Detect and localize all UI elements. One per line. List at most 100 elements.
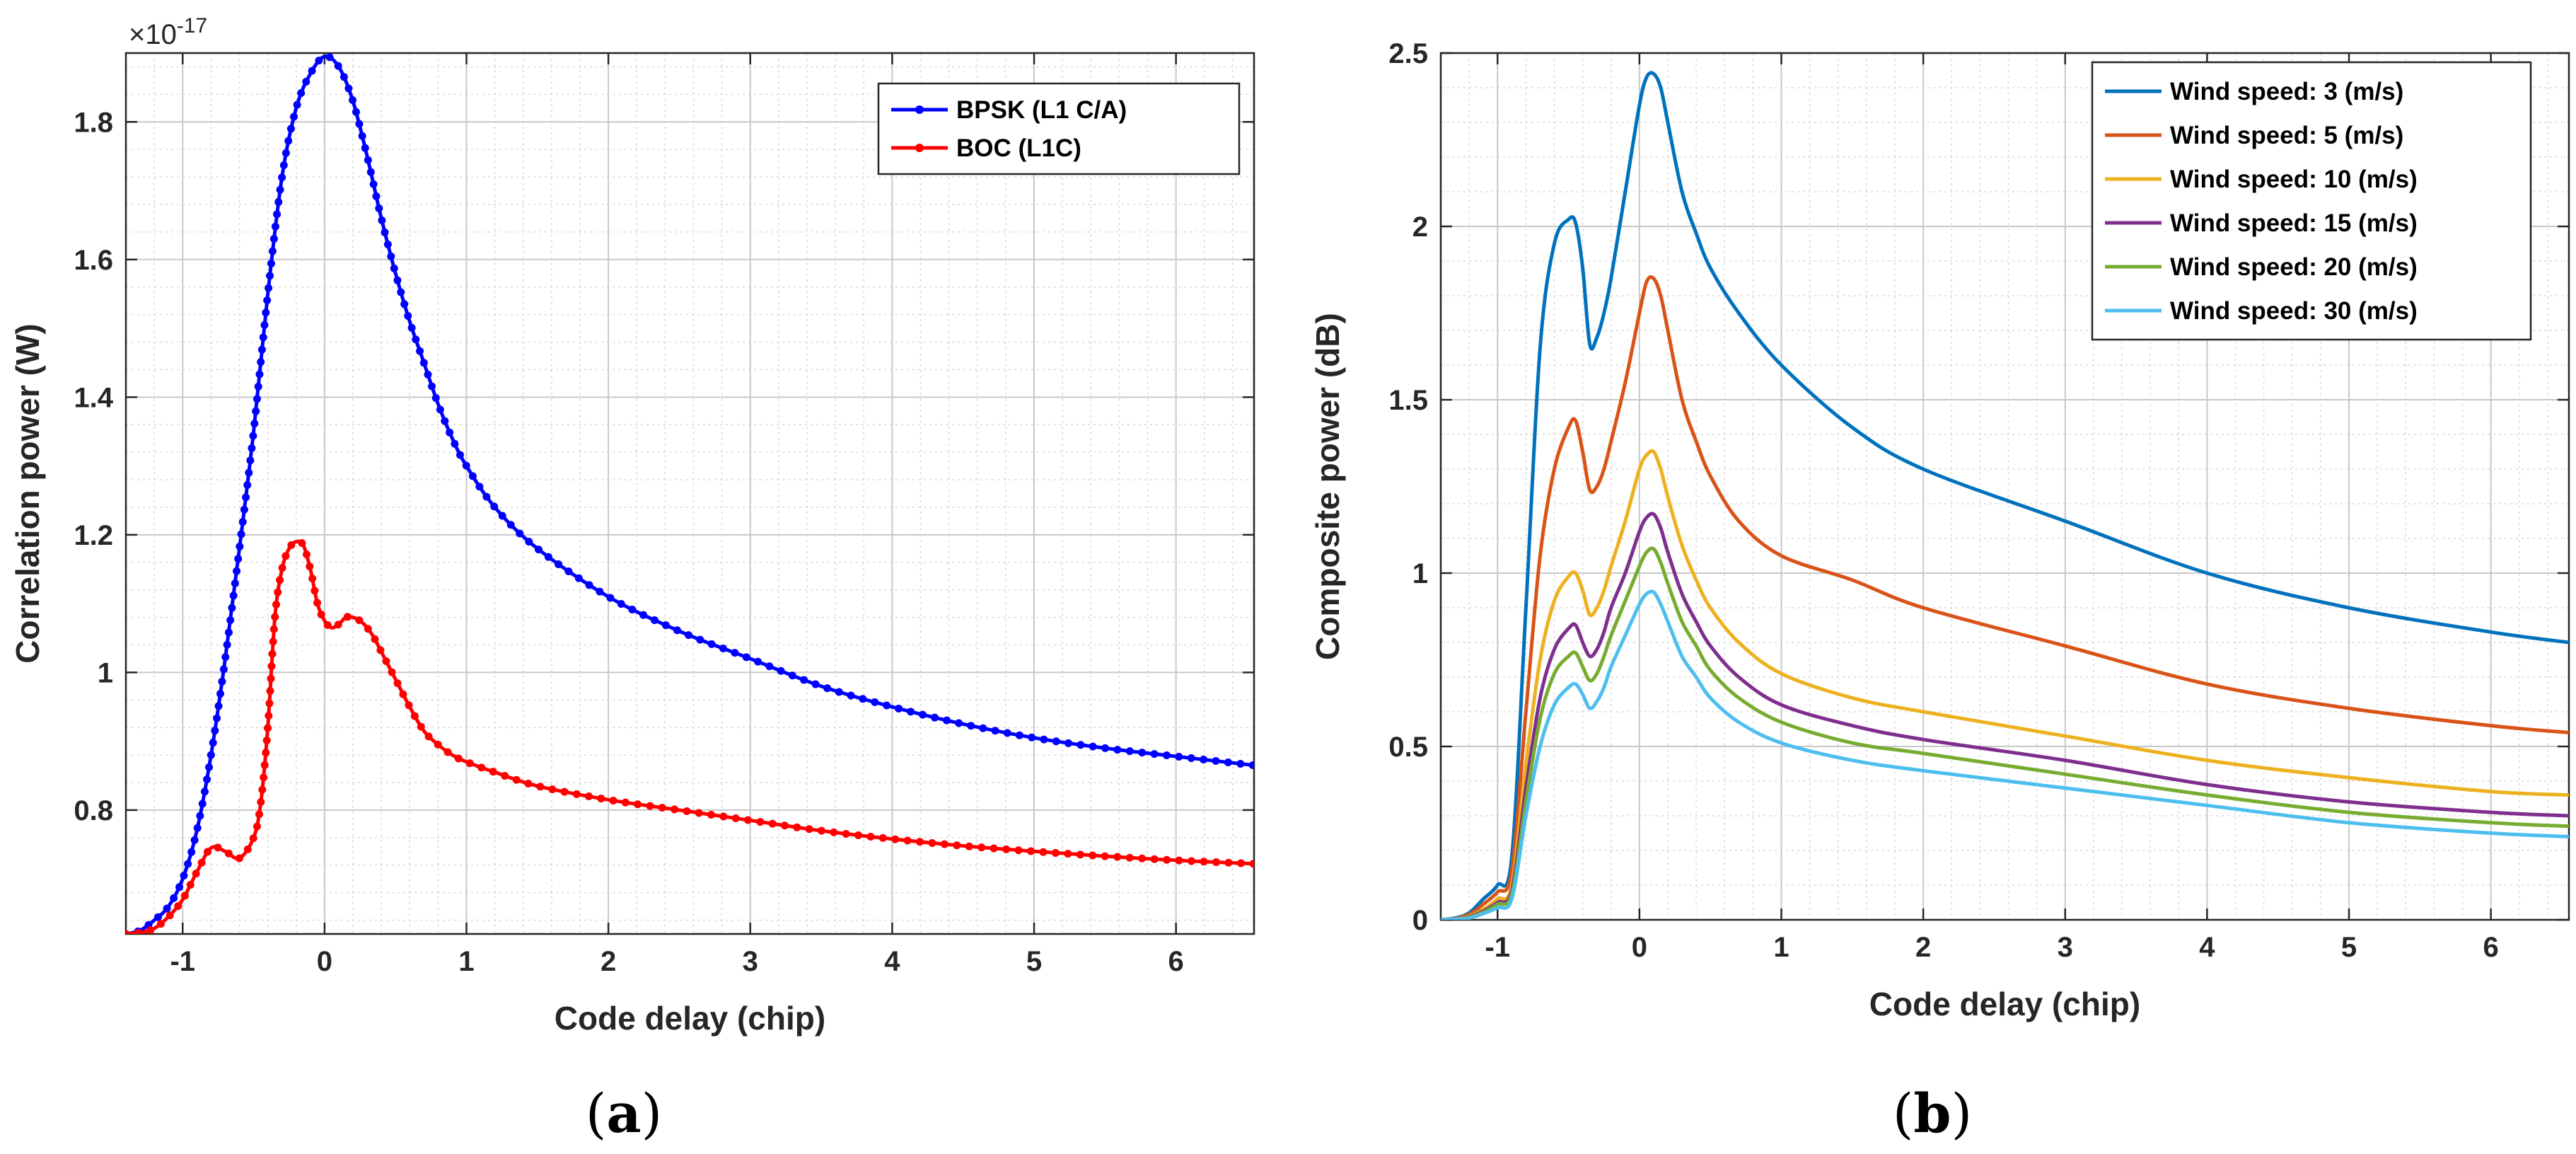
panel-a-series-boc-l1c-marker <box>266 687 274 696</box>
panel-a-series-bpsk-l1-c-a-marker <box>416 347 424 355</box>
panel-a-x-tick-label: 5 <box>1026 946 1042 977</box>
panel-a-series-bpsk-l1-c-a-marker <box>364 156 372 164</box>
panel-a-series-boc-l1c-marker <box>903 836 912 845</box>
panel-a-series-bpsk-l1-c-a-marker <box>190 836 199 844</box>
panel-a-series-boc-l1c-marker <box>274 588 282 596</box>
panel-a-y-tick-label: 1.6 <box>74 245 113 276</box>
panel-a-series-bpsk-l1-c-a-marker <box>358 132 366 140</box>
panel-a-series-bpsk-l1-c-a-marker <box>475 483 484 491</box>
panel-a-series-bpsk-l1-c-a-marker <box>163 904 171 913</box>
panel-a-series-bpsk-l1-c-a-marker <box>468 472 477 480</box>
panel-a-series-bpsk-l1-c-a-marker <box>255 370 264 379</box>
panel-a-series-boc-l1c-marker <box>842 829 850 838</box>
panel-a-series-boc-l1c-marker <box>536 783 545 791</box>
panel-a-series-boc-l1c-marker <box>560 787 569 796</box>
panel-a-series-bpsk-l1-c-a-marker <box>216 690 225 698</box>
panel-a-series-boc-l1c-marker <box>548 785 557 794</box>
panel-a-series-bpsk-l1-c-a-marker <box>742 653 750 662</box>
panel-a-series-bpsk-l1-c-a-marker <box>290 112 298 121</box>
panel-a-series-bpsk-l1-c-a-marker <box>719 645 727 653</box>
panel-a-series-bpsk-l1-c-a-marker <box>516 529 524 538</box>
panel-a-series-bpsk-l1-c-a-marker <box>754 657 762 666</box>
panel-a-series-bpsk-l1-c-a-marker <box>1040 735 1048 744</box>
panel-a-series-bpsk-l1-c-a-marker <box>490 502 499 511</box>
panel-a-series-bpsk-l1-c-a-marker <box>245 468 253 477</box>
panel-a-series-bpsk-l1-c-a-marker <box>639 611 648 619</box>
panel-a-series-boc-l1c-marker <box>417 722 425 731</box>
panel-a-series-bpsk-l1-c-a-marker <box>661 621 670 630</box>
panel-a-series-boc-l1c-marker <box>1224 858 1233 867</box>
panel-a-series-boc-l1c-marker <box>192 870 200 878</box>
panel-a-series-boc-l1c-marker <box>1076 850 1084 859</box>
panel-a-series-boc-l1c-marker <box>1051 848 1060 857</box>
panel-a-series-boc-l1c-marker <box>501 771 509 780</box>
panel-b-x-tick-label: 0 <box>1632 932 1647 963</box>
panel-a-series-boc-l1c-marker <box>695 809 703 817</box>
panel-a-y-tick-label: 1.8 <box>74 107 113 138</box>
panel-a-series-boc-l1c-marker <box>584 792 593 801</box>
panel-a-series-boc-l1c-marker <box>489 768 497 776</box>
panel-a-series-bpsk-l1-c-a-marker <box>765 662 774 671</box>
panel-a-series-boc-l1c-marker <box>756 818 765 826</box>
panel-a-series-boc-l1c-marker <box>262 749 270 757</box>
panel-a-series-bpsk-l1-c-a-marker <box>628 606 637 614</box>
panel-a-series-bpsk-l1-c-a-marker <box>170 894 178 902</box>
panel-b-legend-box <box>2091 61 2532 341</box>
panel-a-series-bpsk-l1-c-a-marker <box>673 626 681 635</box>
panel-a-chart: -1 0 1 2 3 4 5 6 0.8 1 1.2 1.4 1.6 1.8 ×10-17 Code dela… <box>9 14 1255 1145</box>
panel-a-series-boc-l1c-marker <box>405 701 413 710</box>
panel-a-series-bpsk-l1-c-a-marker <box>355 120 364 128</box>
panel-a-series-bpsk-l1-c-a-marker <box>696 635 704 644</box>
panel-a-series-bpsk-l1-c-a-marker <box>1248 761 1254 769</box>
panel-a-y-exponent-base: ×10 <box>129 19 177 50</box>
panel-a-series-bpsk-l1-c-a-marker <box>265 284 273 292</box>
panel-a-series-bpsk-l1-c-a-marker <box>187 848 196 856</box>
panel-a-series-bpsk-l1-c-a-marker <box>431 394 440 403</box>
panel-a-legend: BPSK (L1 C/A) BOC (L1C) <box>877 82 1241 175</box>
panel-a-series-boc-l1c-marker <box>707 810 716 819</box>
panel-a-series-bpsk-l1-c-a-marker <box>243 481 252 490</box>
panel-a-series-bpsk-l1-c-a-marker <box>279 161 288 170</box>
panel-a-series-boc-l1c-marker <box>454 754 463 763</box>
panel-a-series-boc-l1c-marker <box>477 763 486 772</box>
panel-a-series-bpsk-l1-c-a-marker <box>525 538 533 546</box>
panel-a-series-bpsk-l1-c-a-marker <box>397 288 405 296</box>
panel-a-series-boc-l1c-marker <box>134 928 142 934</box>
panel-a-series-bpsk-l1-c-a-marker <box>278 173 286 182</box>
panel-a-series-bpsk-l1-c-a-marker <box>574 574 583 582</box>
panel-a-series-boc-l1c-marker <box>311 587 319 595</box>
panel-a-series-bpsk-l1-c-a-marker <box>943 716 951 725</box>
panel-a-series-bpsk-l1-c-a-marker <box>424 370 432 379</box>
panel-b-legend-item-0-label: Wind speed: 3 (m/s) <box>2170 78 2403 105</box>
panel-a-legend-item-1: BOC (L1C) <box>891 134 1081 162</box>
panel-a-series-bpsk-l1-c-a-marker <box>203 775 211 784</box>
panel-a-series-bpsk-l1-c-a-marker <box>175 883 184 892</box>
panel-a-x-axis-label: Code delay (chip) <box>555 1000 825 1037</box>
panel-a-series-boc-l1c-marker <box>465 759 474 768</box>
panel-b-y-tick-label: 1.5 <box>1388 385 1428 416</box>
panel-a-series-bpsk-l1-c-a-marker <box>462 461 470 470</box>
panel-a-series-boc-l1c-marker <box>434 740 442 749</box>
panel-a-series-bpsk-l1-c-a-marker <box>393 276 402 284</box>
panel-a-series-boc-l1c-marker <box>634 800 642 809</box>
panel-a-series-bpsk-l1-c-a-marker <box>252 407 260 415</box>
panel-a-series-bpsk-l1-c-a-marker <box>918 710 927 719</box>
panel-a-series-boc-l1c-marker <box>1014 846 1023 855</box>
panel-a-series-boc-l1c-marker <box>1138 854 1147 862</box>
panel-a-series-bpsk-l1-c-a-marker <box>315 57 323 65</box>
panel-b-x-tick-label: 1 <box>1773 932 1789 963</box>
panel-a-series-bpsk-l1-c-a-marker <box>229 592 238 600</box>
panel-a-series-bpsk-l1-c-a-marker <box>1212 757 1220 766</box>
panel-a-series-boc-l1c-marker <box>780 821 789 830</box>
panel-a-series-boc-l1c-marker <box>1188 857 1196 865</box>
panel-b-legend-item-3: Wind speed: 15 (m/s) <box>2105 209 2418 237</box>
panel-a-series-boc-l1c-marker <box>156 920 165 928</box>
panel-a-series-bpsk-l1-c-a-marker <box>585 581 593 589</box>
panel-a-series-boc-l1c-marker <box>443 748 452 756</box>
panel-a-series-bpsk-l1-c-a-marker <box>777 667 785 675</box>
panel-a-y-axis-label: Correlation power (W) <box>9 323 46 663</box>
panel-a-series-bpsk-l1-c-a-marker <box>381 229 389 237</box>
panel-a-series-bpsk-l1-c-a-marker <box>534 546 543 554</box>
panel-a-series-bpsk-l1-c-a-marker <box>231 579 239 587</box>
panel-b-legend-item-2-label: Wind speed: 10 (m/s) <box>2170 166 2418 193</box>
